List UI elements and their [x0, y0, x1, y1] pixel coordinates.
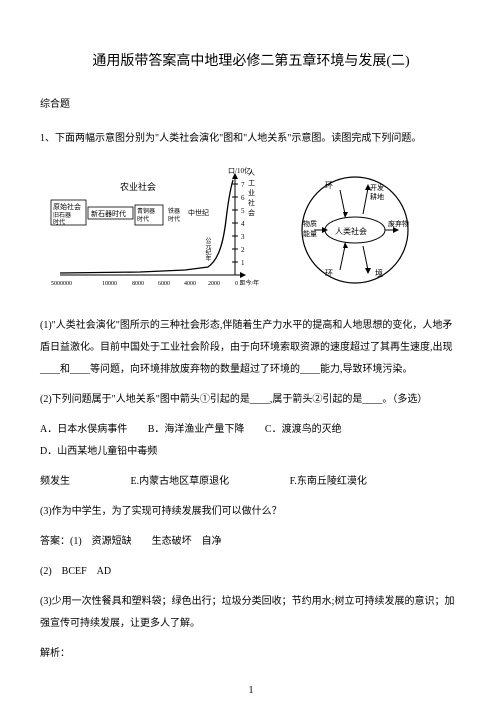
svg-text:开发: 开发 — [370, 183, 384, 192]
option-b: B．海洋渔业产量下降 — [148, 419, 245, 441]
option-e: E.内蒙古地区草原退化 — [131, 471, 230, 493]
svg-text:3: 3 — [241, 233, 245, 241]
answer-1: 答案：(1) 资源短缺 生态破坏 自净 — [40, 531, 462, 553]
svg-text:6: 6 — [241, 194, 245, 202]
option-d: D．山西某地儿童铅中毒频 — [40, 441, 157, 463]
options-line2: 频发生 E.内蒙古地区草原退化 F.东南丘陵红漠化 — [40, 471, 462, 493]
svg-text:5000000: 5000000 — [51, 281, 72, 287]
svg-text:物质: 物质 — [303, 219, 317, 228]
svg-text:社: 社 — [248, 198, 255, 207]
svg-text:旧石器: 旧石器 — [53, 212, 71, 219]
svg-text:原始社会: 原始社会 — [53, 202, 81, 211]
svg-text:10000: 10000 — [102, 281, 117, 287]
answer-2: (2) BCEF AD — [40, 561, 462, 583]
svg-text:废弃物: 废弃物 — [388, 219, 409, 228]
chart-left-timeline: 1 2 3 4 5 6 7 原始社会 旧石器 时代 新石器时代 青铜器 时代 铁… — [40, 165, 270, 295]
analysis-label: 解析： — [40, 643, 462, 665]
diagram-container: 1 2 3 4 5 6 7 原始社会 旧石器 时代 新石器时代 青铜器 时代 铁… — [40, 165, 462, 295]
answer-3: (3)少用一次性餐具和塑料袋；绿色出行；垃圾分类回收；节约用水;树立可持续发展的… — [40, 591, 462, 635]
svg-text:1: 1 — [241, 259, 245, 267]
svg-text:青铜器: 青铜器 — [137, 207, 155, 215]
svg-text:农业社会: 农业社会 — [120, 181, 156, 192]
svg-text:时代: 时代 — [137, 215, 149, 223]
svg-text:铁器: 铁器 — [168, 207, 180, 215]
options: A．日本水俣病事件 B．海洋渔业产量下降 C．渡渡鸟的灭绝 D．山西某地儿童铅中… — [40, 419, 462, 463]
svg-text:8000: 8000 — [132, 281, 144, 287]
svg-text:耕地: 耕地 — [370, 192, 384, 201]
svg-text:2: 2 — [241, 246, 245, 254]
option-a: A．日本水俣病事件 — [40, 419, 127, 441]
svg-text:人类社会: 人类社会 — [335, 226, 367, 236]
svg-text:5: 5 — [241, 207, 245, 215]
svg-text:口/10亿: 口/10亿 — [228, 166, 251, 175]
svg-text:业: 业 — [248, 188, 255, 197]
section-header: 综合题 — [40, 95, 462, 110]
page-number: 1 — [249, 685, 254, 696]
option-c: C．渡渡鸟的灭绝 — [265, 419, 342, 441]
q1-3: (3)作为中学生，为了实现可持续发展我们可以做什么？ — [40, 501, 462, 523]
svg-text:新石器时代: 新石器时代 — [91, 209, 126, 218]
svg-text:工: 工 — [248, 179, 255, 187]
q1-intro: 1、下面两幅示意图分别为"人类社会演化"图和"人地关系"示意图。读图完成下列问题… — [40, 128, 462, 150]
svg-text:境: 境 — [375, 268, 383, 278]
svg-text:4: 4 — [241, 220, 245, 228]
option-d-cont: 频发生 — [40, 471, 70, 493]
svg-text:环: 环 — [325, 181, 333, 190]
svg-text:中世纪: 中世纪 — [188, 208, 209, 217]
svg-text:公元纪年: 公元纪年 — [204, 237, 211, 262]
svg-text:2000: 2000 — [208, 281, 220, 287]
svg-text:时代: 时代 — [168, 215, 180, 223]
q1-2: (2)下列问题属于"人地关系"图中箭头①引起的是____,属于箭头②引起的是__… — [40, 389, 462, 411]
option-f: F.东南丘陵红漠化 — [290, 471, 367, 493]
q1-1: (1)"人类社会演化"图所示的三种社会形态,伴随着生产力水平的提高和人地思想的变… — [40, 315, 462, 381]
svg-text:0 距今/年: 0 距今/年 — [235, 279, 259, 287]
svg-text:会: 会 — [248, 208, 255, 217]
svg-text:时代: 时代 — [53, 218, 65, 226]
svg-text:能量: 能量 — [303, 229, 317, 238]
chart-right-diagram: 人类社会 环 开发 耕地 物质 能量 废弃物 环 境 — [290, 168, 420, 293]
svg-text:4000: 4000 — [184, 281, 196, 287]
svg-text:环: 环 — [325, 269, 333, 278]
page-title: 通用版带答案高中地理必修二第五章环境与发展(二) — [40, 50, 462, 70]
svg-text:7: 7 — [241, 181, 245, 189]
svg-text:6000: 6000 — [158, 281, 170, 287]
